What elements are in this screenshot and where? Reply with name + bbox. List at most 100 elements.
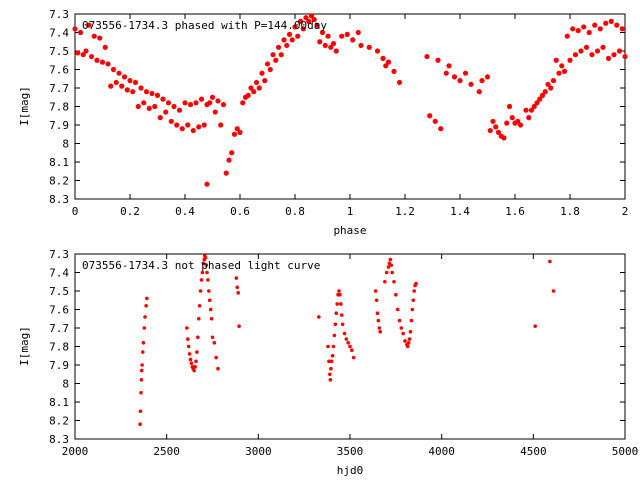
unphased-plot-ylabel: I[mag] (18, 326, 31, 366)
unphased-plot-data-point (348, 344, 352, 349)
unphased-plot-xtick-label: 5000 (612, 445, 639, 458)
phased-plot-data-point (314, 22, 320, 28)
phased-plot-data-point (124, 87, 130, 93)
unphased-plot-xtick-label: 3000 (245, 445, 272, 458)
phased-plot-data-point (317, 39, 323, 45)
phased-plot-data-point (366, 44, 372, 50)
unphased-plot-data-point (140, 363, 144, 367)
unphased-plot-data-point (410, 307, 415, 312)
unphased-plot-data-point (377, 326, 382, 330)
phased-plot-data-point (517, 122, 524, 128)
phased-plot-data-point (229, 150, 235, 156)
phased-plot-data-point (572, 52, 579, 58)
unphased-plot-data-point (141, 350, 145, 354)
unphased-plot-data-point (405, 344, 410, 349)
unphased-plot-data-point (339, 313, 344, 317)
unphased-plot-data-point (186, 344, 191, 349)
phased-plot-xtick-label: 1 (347, 205, 354, 218)
phased-plot-data-point (245, 92, 251, 98)
phased-plot-ytick-label: 7.5 (49, 45, 69, 58)
phased-plot-xtick-label: 0 (72, 205, 79, 218)
unphased-plot-data-point (329, 359, 334, 364)
phased-plot-data-point (553, 57, 559, 63)
unphased-plot-data-point (192, 368, 196, 373)
unphased-plot-data-point (340, 322, 345, 327)
phased-plot-data-point (443, 70, 449, 76)
phased-plot-data-point (168, 118, 174, 124)
phased-plot-data-point (501, 135, 507, 141)
phased-plot-data-point (542, 89, 548, 95)
phased-plot-data-point (286, 31, 293, 37)
unphased-plot-data-point (386, 265, 391, 269)
unphased-plot-data-point (388, 257, 393, 262)
unphased-plot-xtick-label: 2500 (153, 445, 180, 458)
phased-plot-data-point (141, 100, 147, 106)
phased-plot-data-point (506, 103, 513, 110)
unphased-plot-data-point (235, 285, 240, 290)
unphased-plot: 2000 2500 3000 3500 4000 4500 5000 7.3 7.4 7.5 7.6… (18, 248, 638, 477)
unphased-plot-data-point (138, 409, 143, 414)
unphased-plot-ytick-label: 8 (62, 378, 69, 391)
unphased-plot-data-point (237, 324, 241, 328)
unphased-plot-data-point (533, 324, 537, 328)
phased-plot-data-point (586, 29, 592, 36)
unphased-plot-ytick-label: 7.5 (49, 285, 69, 298)
unphased-plot-title: 073556-1734.3 not phased light curve (82, 259, 320, 272)
phased-plot-ytick-label: 7.9 (49, 119, 69, 132)
phased-plot-data-point (523, 107, 529, 113)
phased-plot-frame (74, 13, 626, 200)
unphased-plot-data-point (236, 291, 240, 295)
phased-plot-data-point (435, 57, 441, 63)
unphased-plot-data-point (346, 341, 350, 345)
phased-plot-data-point (231, 131, 238, 137)
unphased-plot-ytick-label: 7.9 (49, 359, 69, 372)
phased-plot-ytick-label: 7.3 (49, 8, 69, 21)
unphased-plot-data-point (399, 326, 404, 330)
unphased-plot-data-point (143, 315, 147, 319)
phased-plot-data-point (234, 126, 240, 132)
unphased-plot-data-point (139, 378, 144, 382)
phased-plot-data-point (539, 92, 546, 98)
phased-plot-data-point (149, 90, 155, 97)
phased-plot-data-point (179, 126, 185, 132)
unphased-plot-data-point (185, 326, 189, 330)
phased-plot-data-point (509, 115, 515, 121)
unphased-plot-data-point (207, 289, 211, 293)
phased-plot-data-point (281, 37, 287, 43)
phased-plot-data-point (350, 37, 356, 43)
unphased-plot-data-point (376, 318, 381, 323)
phased-plot-data-point (495, 129, 502, 135)
phased-plot-data-point (319, 29, 326, 36)
phased-plot-data-point (383, 63, 389, 69)
unphased-plot-data-point (193, 365, 197, 369)
phased-plot-data-point (297, 18, 304, 24)
phased-plot-data-point (220, 102, 227, 108)
unphased-plot-data-point (337, 289, 341, 293)
phased-plot-data-point (594, 48, 601, 54)
unphased-plot-data-point (212, 341, 217, 345)
unphased-plot-data-point (351, 355, 356, 360)
phased-plot-data-point (616, 48, 623, 54)
phased-plot-data-point (306, 18, 312, 24)
unphased-plot-data-point (330, 353, 335, 358)
unphased-plot-data-point (390, 270, 394, 275)
phased-plot-data-point (515, 118, 521, 124)
phased-plot-data-point (157, 115, 163, 121)
unphased-plot-xtick-label: 4000 (428, 445, 455, 458)
unphased-plot-data-point (327, 359, 331, 364)
unphased-plot-data-point (331, 344, 336, 349)
phased-plot-ytick-label: 8.2 (49, 175, 69, 188)
phased-plot-data-point (528, 107, 535, 113)
phased-plot-data-point (201, 122, 207, 128)
unphased-plot-data-point (139, 368, 144, 373)
phased-plot-data-point (146, 105, 152, 111)
phased-plot-data-point (308, 13, 315, 19)
phased-plot-data-point (479, 78, 485, 84)
phased-plot-data-point (284, 42, 290, 49)
phased-plot-data-point (575, 28, 581, 34)
phased-plot-data-point (165, 100, 172, 106)
unphased-plot-data-point (196, 316, 201, 321)
phased-plot-xtick-label: 1.6 (505, 205, 525, 218)
phased-plot-data-point (592, 22, 598, 28)
